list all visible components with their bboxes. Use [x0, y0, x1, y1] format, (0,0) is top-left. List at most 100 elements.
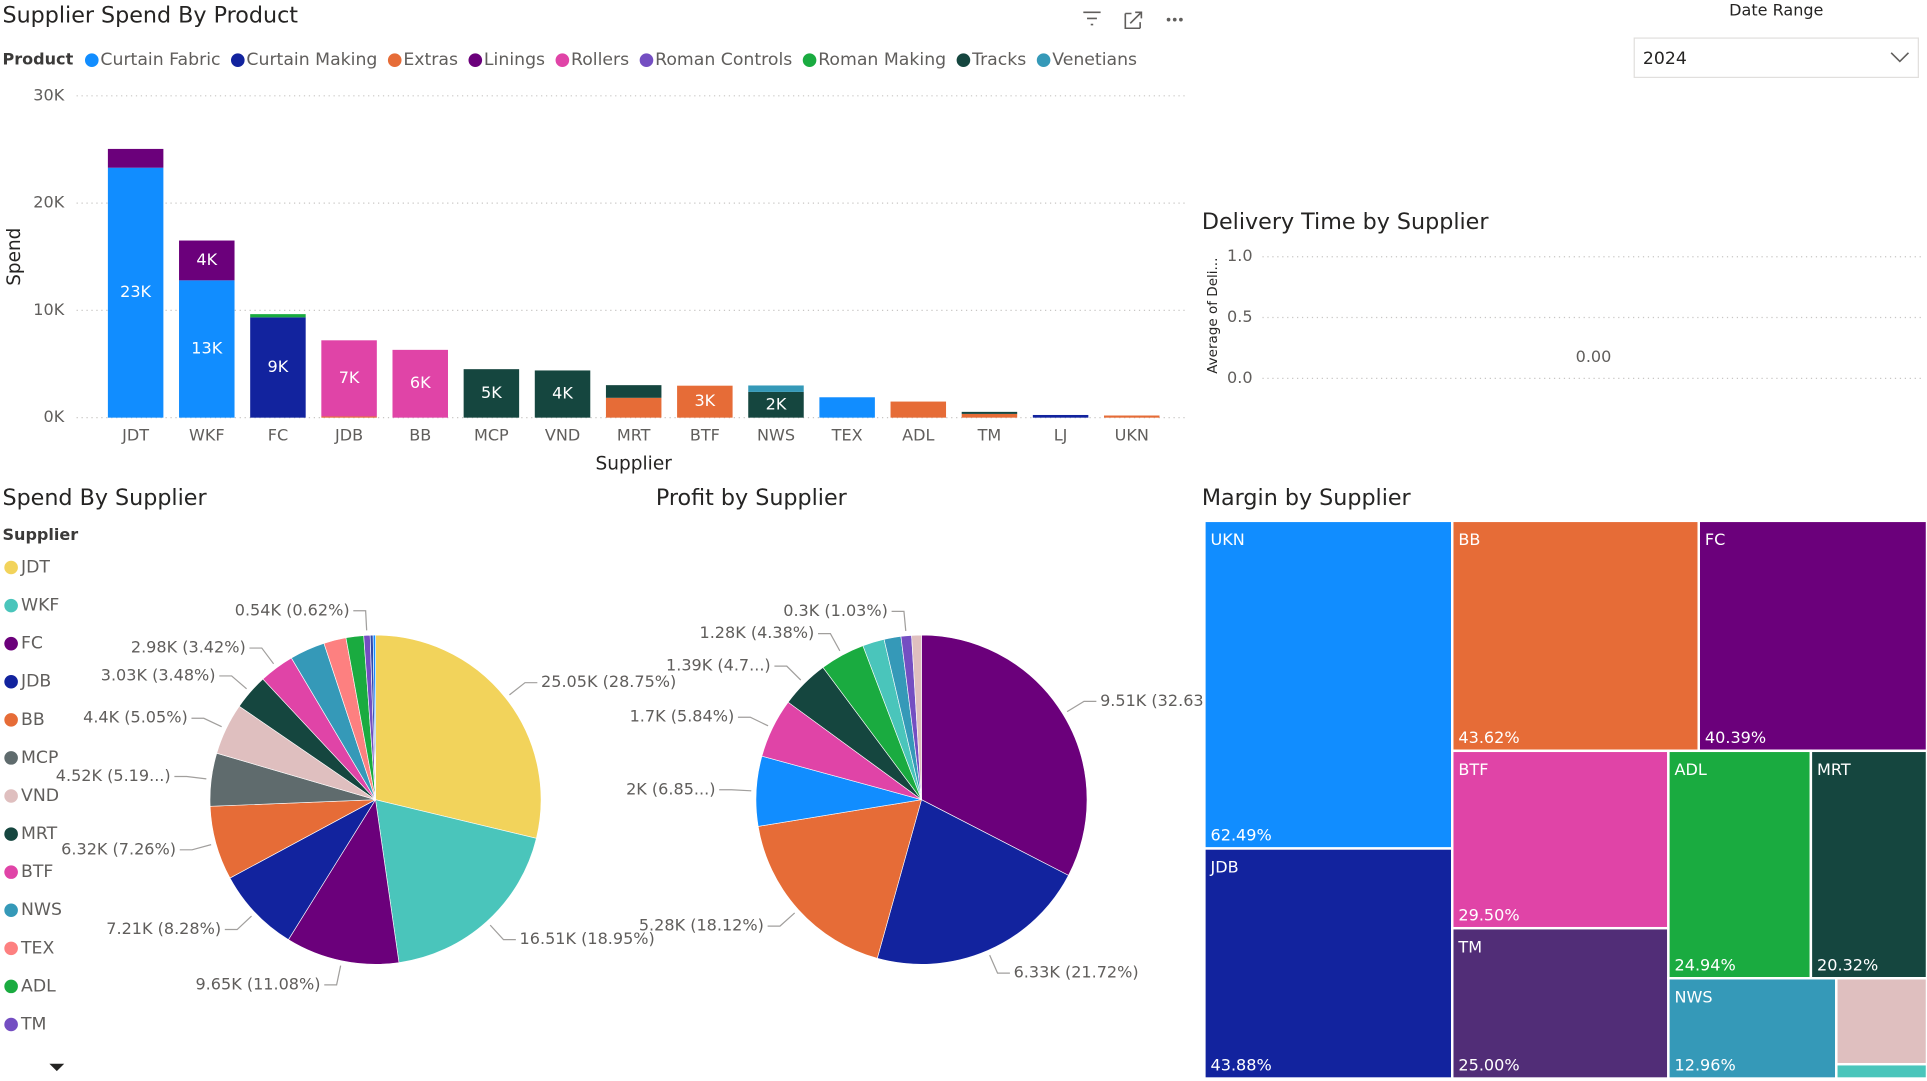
legend-marker	[4, 598, 18, 613]
treemap-tile	[1835, 977, 1927, 1066]
x-tick-label: MRT	[617, 426, 651, 445]
leader-line	[891, 610, 907, 631]
data-label: 7K	[339, 368, 360, 387]
legend-marker	[4, 827, 18, 841]
data-label: 4K	[552, 384, 573, 403]
legend-label: Curtain Fabric	[100, 50, 220, 70]
leader-line	[353, 610, 368, 631]
tile-value: 43.62%	[1458, 728, 1519, 747]
pie-slice	[375, 799, 537, 963]
tile-label: NWS	[1675, 987, 1713, 1006]
legend-label: FC	[21, 634, 43, 654]
bar-segment	[179, 280, 235, 418]
bar-segment	[961, 411, 1018, 414]
bar-segment	[677, 385, 733, 418]
y-tick-label: 0.0	[1227, 368, 1253, 387]
y-tick-label: 0.5	[1227, 307, 1253, 326]
data-label: 23K	[120, 282, 151, 301]
data-label: 9K	[268, 357, 289, 376]
legend-label: Linings	[484, 50, 545, 70]
tile-value: 40.39%	[1705, 728, 1766, 747]
focus-icon[interactable]	[1124, 11, 1143, 30]
y-tick-label: 1.0	[1227, 246, 1253, 265]
bar-segment	[748, 385, 804, 392]
tile-label: BTF	[1458, 760, 1488, 779]
legend-marker	[4, 675, 18, 689]
bar-segment	[392, 349, 448, 418]
pie-slice	[229, 798, 377, 941]
legend-marker	[1036, 53, 1051, 67]
dropdown-chevron[interactable]	[1890, 52, 1910, 63]
leader-line	[219, 675, 247, 690]
treemap-tile	[1451, 926, 1670, 1080]
data-label: 5K	[481, 383, 502, 402]
bar-segment	[250, 314, 306, 318]
legend-label: TEX	[20, 938, 55, 958]
legend-marker	[231, 53, 245, 67]
tile-value: 62.49%	[1211, 826, 1272, 845]
leader-line	[767, 912, 796, 927]
legend-marker	[4, 1017, 18, 1032]
bar-segment	[1103, 415, 1160, 418]
chart-title: Spend By Supplier	[2, 485, 207, 511]
annotation: 0.00	[1576, 347, 1612, 366]
leader-line	[737, 716, 769, 727]
legend-label: NWS	[21, 900, 62, 920]
pie-slice	[287, 798, 400, 965]
x-tick-label: VND	[545, 426, 580, 445]
bar-segment	[179, 240, 235, 281]
data-label: 13K	[191, 339, 222, 358]
tile-label: FC	[1705, 530, 1725, 549]
bar-segment	[961, 413, 1018, 418]
legend-marker	[4, 560, 18, 575]
data-label: 6.32K (7.26%)	[61, 839, 176, 858]
filter-icon[interactable]	[1083, 11, 1101, 26]
data-label: 0.54K (0.62%)	[235, 600, 350, 619]
y-tick-label: 0K	[44, 407, 65, 426]
leader-line	[174, 775, 207, 780]
tile-value: 43.88%	[1211, 1056, 1272, 1075]
pie-slice	[757, 799, 922, 959]
data-label: 3K	[694, 391, 715, 410]
legend-label: MCP	[21, 748, 58, 768]
leader-line	[719, 789, 752, 792]
legend-label: Venetians	[1052, 50, 1137, 70]
y-tick-label: 20K	[33, 193, 64, 212]
legend-marker	[802, 53, 817, 67]
bar-segment	[605, 385, 662, 398]
y-tick-label: 10K	[33, 300, 64, 319]
legend-scroll-arrow[interactable]	[49, 1063, 65, 1072]
legend-marker	[468, 53, 483, 67]
leader-line	[818, 633, 841, 652]
visual-header-icons[interactable]	[1083, 11, 1183, 30]
data-label: 4K	[196, 250, 217, 269]
legend-label: Extras	[403, 50, 458, 70]
leader-line	[774, 665, 802, 681]
data-label: 1.28K (4.38%)	[699, 623, 814, 642]
bar-segment	[107, 167, 164, 418]
data-label: 2K	[766, 394, 787, 413]
more-options-icon[interactable]	[1166, 17, 1183, 22]
leader-line	[249, 647, 275, 665]
tile-label: JDB	[1210, 858, 1239, 877]
slicer-value[interactable]: 2024	[1643, 49, 1687, 69]
legend-label: BTF	[21, 862, 53, 882]
x-tick-label: JDT	[121, 426, 149, 445]
data-label: 4.52K (5.19...)	[56, 766, 171, 785]
legend-marker	[4, 789, 18, 803]
slicer-dropdown[interactable]	[1633, 37, 1919, 79]
treemap-tile	[1203, 519, 1454, 850]
pie-slice	[921, 634, 1088, 876]
legend-label: Tracks	[971, 50, 1026, 70]
legend-marker	[555, 53, 570, 67]
x-tick-label: JDB	[334, 426, 363, 445]
bar-segment	[819, 397, 875, 418]
x-tick-label: TEX	[831, 426, 863, 445]
treemap-tile	[1809, 749, 1927, 980]
data-label: 5.28K (18.12%)	[639, 916, 764, 935]
legend-marker	[387, 53, 402, 67]
data-label: 6K	[410, 373, 431, 392]
bar-segment	[107, 148, 164, 168]
leader-line	[224, 915, 252, 931]
pie-slice	[911, 634, 922, 800]
